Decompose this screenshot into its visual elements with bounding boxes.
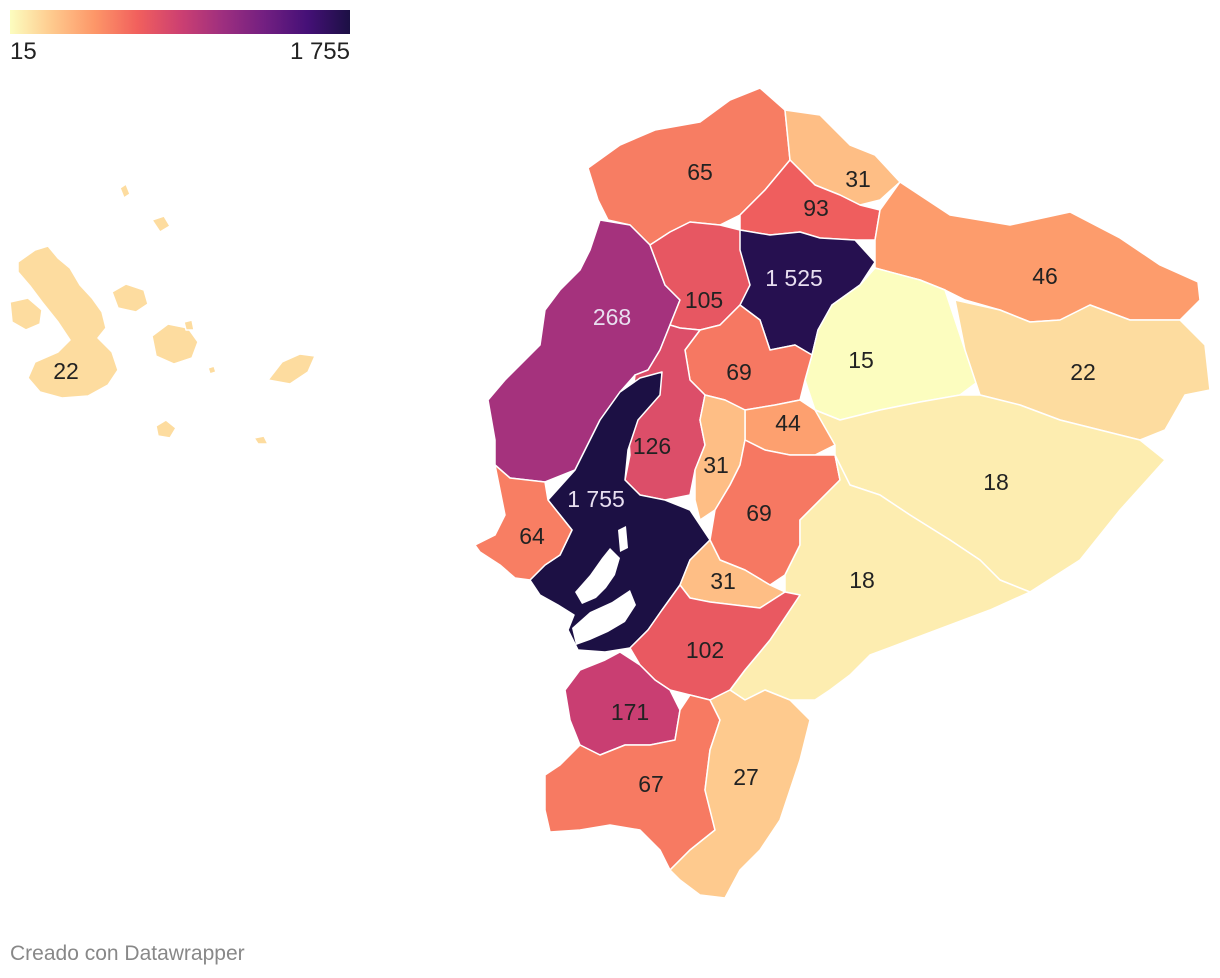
region-galapagos (111, 283, 149, 313)
legend-max-label: 1 755 (289, 38, 350, 65)
provinces-layer (474, 87, 1211, 899)
legend-min-label: 15 (10, 38, 37, 65)
value-label-napo: 15 (848, 347, 874, 373)
value-label-sucumbios: 46 (1032, 263, 1058, 289)
galapagos-islands (9, 183, 316, 445)
value-label-canar: 31 (710, 568, 736, 594)
value-label-loja: 67 (638, 771, 664, 797)
region-galapagos (253, 435, 269, 445)
value-label-carchi: 31 (845, 166, 871, 192)
region-galapagos (119, 183, 131, 199)
region-galapagos (9, 297, 43, 331)
value-label-zamora-chinchipe: 27 (733, 764, 759, 790)
region-zamora-chinchipe (669, 689, 811, 899)
region-galapagos (155, 419, 177, 439)
value-label-esmeraldas: 65 (687, 159, 713, 185)
value-label-el-oro: 171 (611, 699, 649, 725)
region-morona-santiago (729, 454, 1031, 701)
value-label-santo-domingo: 105 (685, 287, 723, 313)
color-scale-bar (10, 10, 350, 34)
value-label-imbabura: 93 (803, 195, 829, 221)
choropleth-map: 22 65 31 93 1 525 46 268 105 15 22 69 44 126 31 18 1 75… (9, 87, 1211, 899)
value-label-tungurahua: 44 (775, 410, 801, 436)
region-galapagos (151, 215, 171, 233)
region-galapagos (17, 245, 119, 399)
value-label-pichincha: 1 525 (765, 265, 823, 291)
value-label-manabi: 268 (593, 304, 631, 330)
value-label-morona-santiago: 18 (849, 567, 875, 593)
region-galapagos (207, 365, 217, 375)
value-label-guayas: 1 755 (567, 486, 625, 512)
value-label-cotopaxi: 69 (726, 359, 752, 385)
color-legend: 15 1 755 (10, 10, 350, 70)
region-galapagos (183, 319, 195, 331)
region-galapagos (267, 353, 316, 385)
value-label-pastaza: 18 (983, 469, 1009, 495)
region-galapagos (151, 323, 199, 365)
value-label-bolivar: 31 (703, 452, 729, 478)
value-labels: 22 65 31 93 1 525 46 268 105 15 22 69 44 126 31 18 1 75… (53, 159, 1096, 797)
value-label-orellana: 22 (1070, 359, 1096, 385)
value-label-santa-elena: 64 (519, 523, 545, 549)
region-santa-elena (474, 464, 573, 581)
value-label-galapagos: 22 (53, 358, 79, 384)
credit-footer: Creado con Datawrapper (10, 942, 245, 965)
value-label-chimborazo: 69 (746, 500, 772, 526)
gulf-of-guayaquil-water (572, 526, 636, 645)
value-label-los-rios: 126 (633, 433, 671, 459)
value-label-azuay: 102 (686, 637, 724, 663)
